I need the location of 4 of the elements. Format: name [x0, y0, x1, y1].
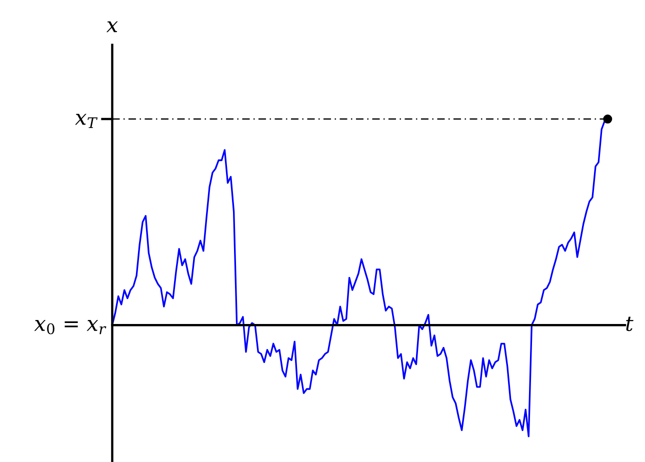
y-axis-title: x [106, 21, 118, 32]
text: x$_{0}$ = x$_{r}$ [34, 320, 106, 334]
ref-line-label: x$_{T}$ [75, 114, 98, 128]
x-axis-title: t [626, 316, 634, 332]
